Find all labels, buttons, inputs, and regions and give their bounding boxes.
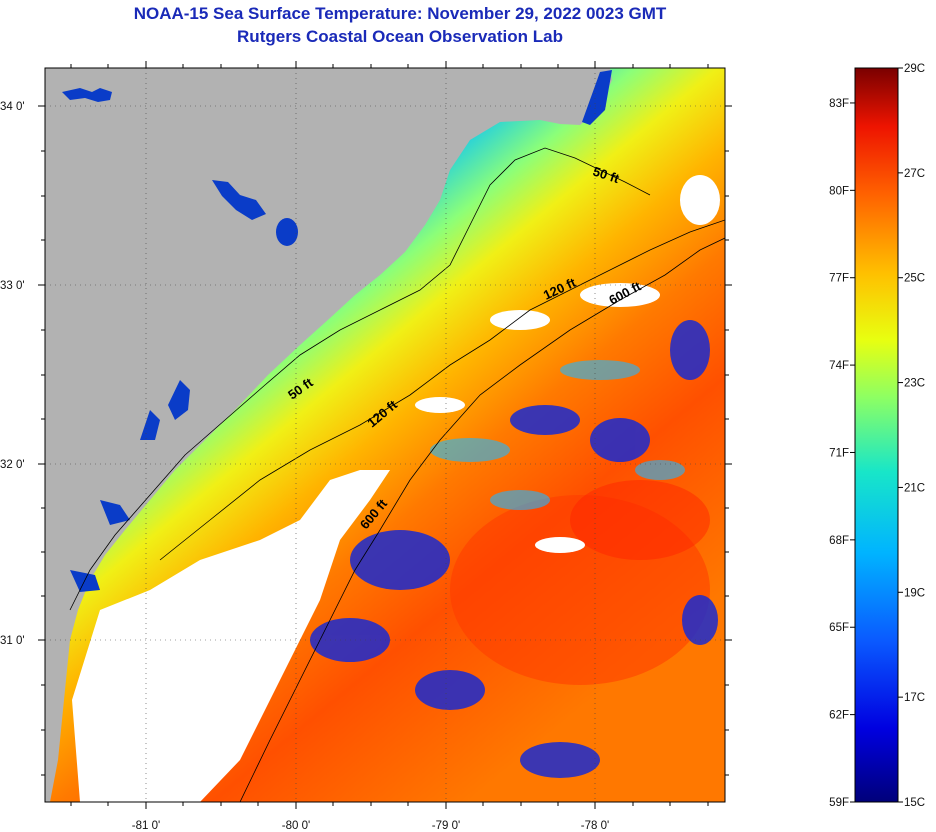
colorbar-c-label: 25C — [904, 273, 925, 285]
colorbar-f-label: 68F — [829, 535, 849, 547]
colorbar-f-label: 74F — [829, 360, 849, 372]
colorbar-f-label: 65F — [829, 622, 849, 634]
colorbar-f-label: 83F — [829, 98, 849, 110]
graticule — [45, 68, 725, 802]
colorbar-f-label: 77F — [829, 273, 849, 285]
lat-tick-label: 33 0' — [0, 280, 25, 292]
lon-tick-label: -78 0' — [581, 820, 609, 832]
colorbar-celsius-ticks — [898, 67, 903, 803]
colorbar-scale — [854, 67, 899, 803]
warm-core-region — [450, 495, 710, 685]
warm-patch — [570, 480, 710, 560]
colorbar-c-label: 29C — [904, 63, 925, 75]
colorbar-c-label: 21C — [904, 482, 925, 494]
colorbar-celsius-labels: 29C 27C 25C 23C 21C 19C 17C 15C — [904, 63, 925, 809]
land-mass — [45, 68, 612, 802]
colorbar-fahrenheit-ticks — [850, 102, 855, 803]
map-subtitle: Rutgers Coastal Ocean Observation Lab — [237, 27, 563, 46]
lat-tick-label: 31 0' — [0, 635, 25, 647]
colorbar-f-label: 59F — [829, 797, 849, 809]
colorbar-c-label: 17C — [904, 692, 925, 704]
cool-eddies — [310, 320, 718, 778]
contour-600ft — [239, 237, 725, 802]
colorbar-f-label: 62F — [829, 710, 849, 722]
colorbar-f-label: 80F — [829, 185, 849, 197]
colorbar-fahrenheit-labels: 83F 80F 77F 74F 71F 68F 65F 62F 59F — [829, 98, 849, 809]
map-title: NOAA-15 Sea Surface Temperature: Novembe… — [133, 4, 667, 23]
contour-50ft — [69, 147, 651, 611]
contour-120ft — [159, 219, 725, 561]
lat-tick-label: 34 0' — [0, 101, 25, 113]
plot-frame — [44, 67, 726, 803]
cloud-mask — [72, 175, 720, 802]
lat-tick-label: 32 0' — [0, 459, 25, 471]
colorbar-c-label: 15C — [904, 797, 925, 809]
colorbar-c-label: 19C — [904, 587, 925, 599]
cyan-filaments — [430, 360, 685, 510]
colorbar-c-label: 27C — [904, 168, 925, 180]
bathymetry-contours — [69, 147, 725, 802]
lon-tick-label: -81 0' — [132, 820, 160, 832]
colorbar-c-label: 23C — [904, 378, 925, 390]
inland-water — [62, 70, 612, 592]
colorbar: 83F 80F 77F 74F 71F 68F 65F 62F 59F 29C 27C 25C 23C… — [829, 63, 925, 809]
tick-marks — [38, 61, 732, 809]
sst-plot-area: 50 ft 50 ft 120 ft 120 ft 600 ft 600 ft — [45, 68, 725, 802]
lon-tick-label: -79 0' — [432, 820, 460, 832]
colorbar-f-label: 71F — [829, 447, 849, 459]
lon-tick-label: -80 0' — [282, 820, 310, 832]
